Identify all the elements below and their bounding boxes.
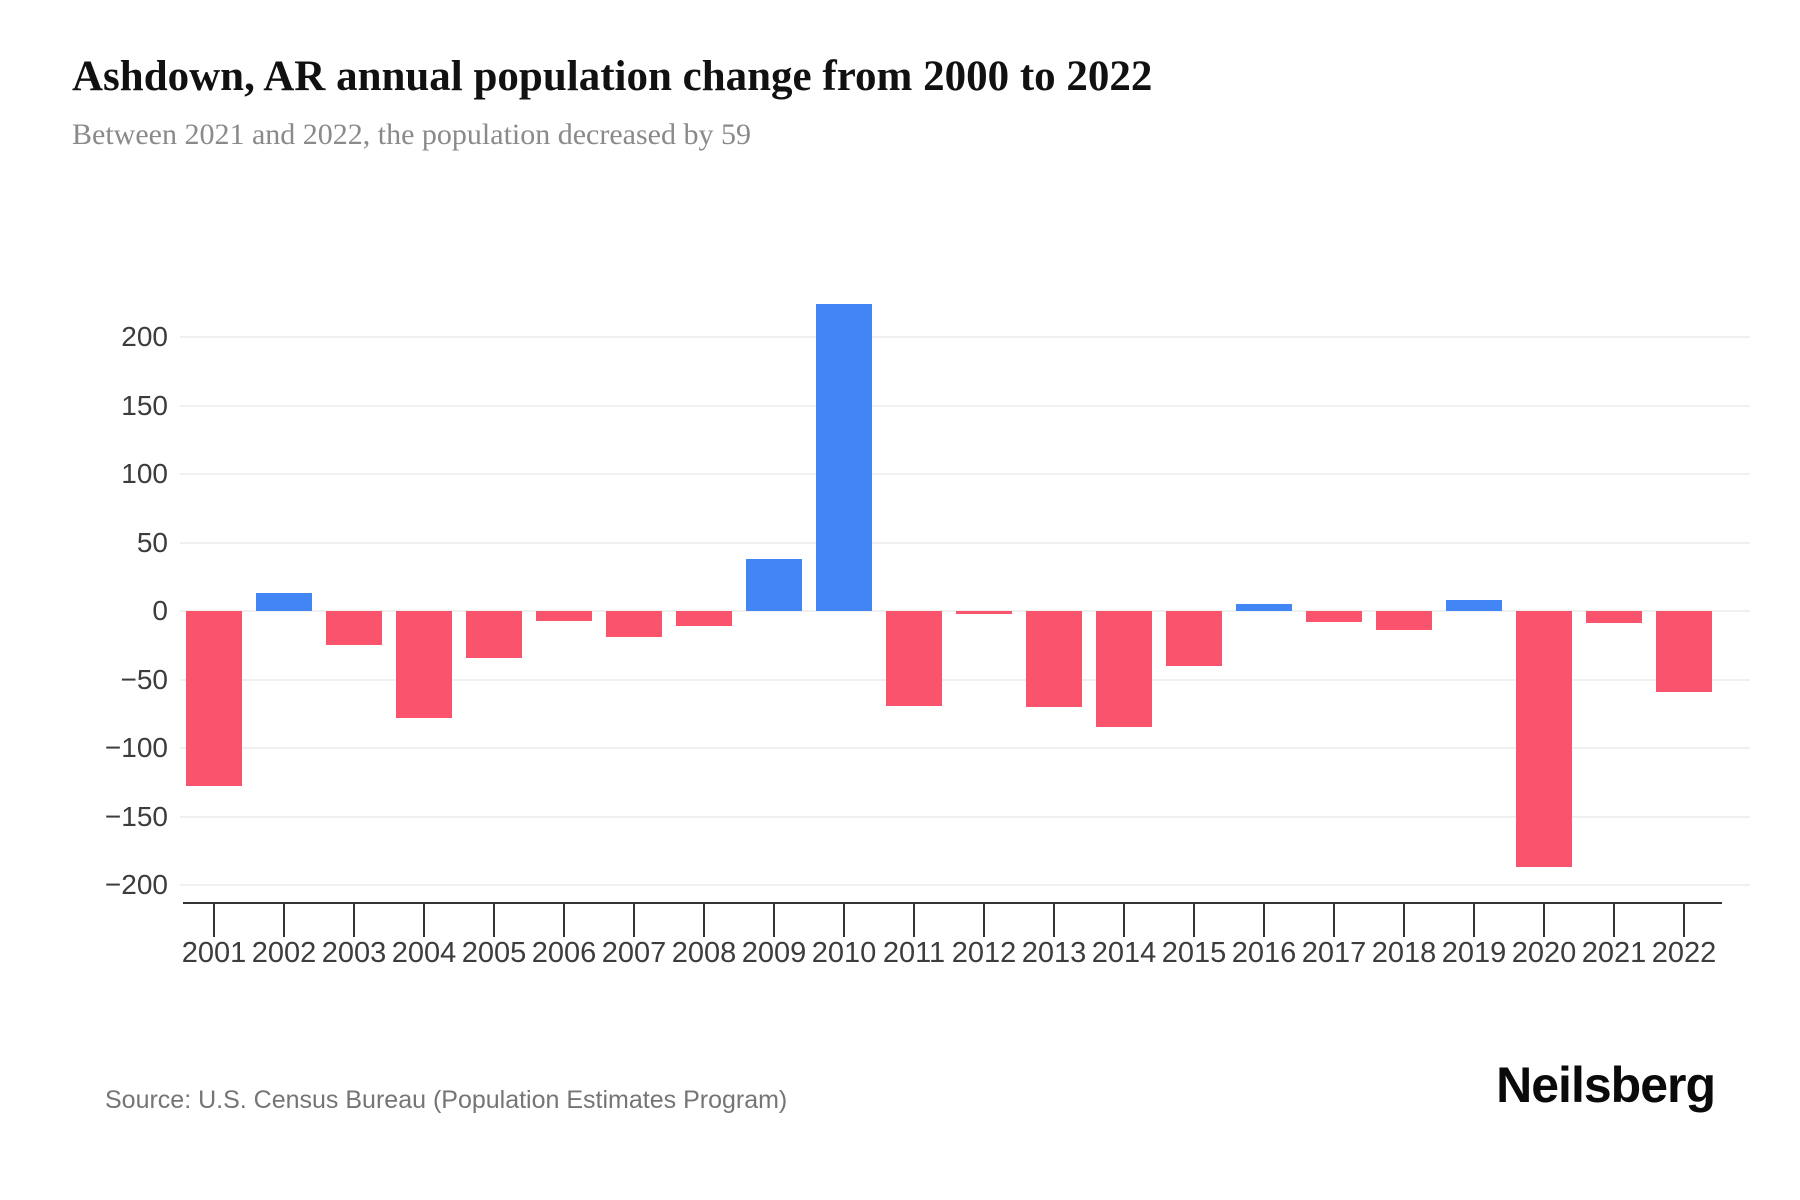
bar-2007[interactable] [606,611,662,638]
y-axis-label: −200 [104,869,168,900]
x-axis-tick [1543,904,1545,937]
y-axis-label: −50 [120,663,169,695]
x-axis-label: 2013 [1021,937,1087,969]
x-axis-tick [1263,904,1265,937]
source-note: Source: U.S. Census Bureau (Population E… [105,1086,788,1114]
gridline-y-100 [180,473,1750,475]
bar-2017[interactable] [1306,611,1362,622]
x-axis-tick [913,904,915,937]
gridline-y-150 [180,404,1750,407]
bar-2006[interactable] [536,611,592,621]
bar-2016[interactable] [1236,604,1292,611]
chart-title: Ashdown, AR annual population change fro… [72,53,1153,100]
x-axis-tick [983,904,985,937]
bar-2013[interactable] [1026,611,1082,707]
x-axis-tick [353,904,355,937]
gridline-y--150 [180,815,1750,818]
gridline-y--200 [180,884,1750,886]
x-axis-tick [423,904,425,937]
bar-2005[interactable] [466,611,522,658]
y-axis-label: 0 [152,595,168,626]
bar-2008[interactable] [676,611,732,627]
bar-2009[interactable] [746,558,802,611]
chart-subtitle: Between 2021 and 2022, the population de… [72,118,751,151]
bar-2004[interactable] [396,611,452,718]
x-axis-tick [843,904,845,937]
x-axis-tick [1123,904,1125,937]
x-axis-tick [1403,904,1405,937]
x-axis-tick [773,904,775,937]
x-axis-label: 2020 [1511,937,1577,969]
x-axis-label: 2011 [882,937,946,969]
bar-2003[interactable] [326,611,382,646]
bar-2019[interactable] [1446,600,1502,611]
x-axis-label: 2008 [671,937,737,969]
x-axis-label: 2012 [951,937,1017,969]
x-axis-tick [1053,904,1055,937]
x-axis-label: 2017 [1301,937,1367,969]
x-axis-label: 2006 [531,937,597,969]
x-axis-line [183,902,1722,904]
x-axis-tick [283,904,285,937]
bar-2011[interactable] [886,611,942,706]
x-axis-tick [1193,904,1195,937]
x-axis-label: 2003 [321,937,387,969]
x-axis-label: 2014 [1091,937,1157,969]
y-axis-label: 200 [121,321,168,352]
x-axis-label: 2021 [1581,937,1647,969]
gridline-y--100 [180,747,1750,749]
bar-2021[interactable] [1586,611,1642,624]
x-axis-label: 2015 [1161,937,1227,969]
bar-2010[interactable] [816,304,872,611]
y-axis-label: 150 [121,389,168,421]
bar-2014[interactable] [1096,611,1152,728]
y-axis-label: −100 [104,732,168,763]
bar-2002[interactable] [256,593,312,611]
bar-2018[interactable] [1376,611,1432,631]
x-axis-tick [1473,904,1475,937]
x-axis-label: 2018 [1371,937,1437,969]
gridline-y-50 [180,541,1750,544]
x-axis-tick [493,904,495,937]
bar-2012[interactable] [956,611,1012,614]
y-axis-label: 50 [136,526,168,558]
x-axis-tick [1613,904,1615,937]
x-axis-label: 2001 [181,937,247,969]
gridline-y-200 [180,336,1750,338]
x-axis-label: 2005 [461,937,527,969]
bar-2022[interactable] [1656,611,1712,692]
x-axis-label: 2009 [741,937,807,969]
x-axis-tick [633,904,635,937]
x-axis-label: 2022 [1651,937,1717,969]
gridline-y--50 [180,678,1750,681]
y-axis-label: −150 [104,800,168,832]
neilsberg-logo: Neilsberg [1496,1057,1716,1113]
bar-2015[interactable] [1166,611,1222,666]
x-axis-label: 2007 [601,937,667,969]
y-axis-label: 100 [121,458,168,489]
bar-2001[interactable] [186,611,242,787]
x-axis-label: 2002 [251,937,317,969]
x-axis-label: 2016 [1231,937,1297,969]
plot-area: 200 150 100 50 0 −50 −100 −150 −200 2001 2002 2003 2… [104,304,1750,969]
x-axis-label: 2019 [1441,937,1507,969]
x-axis-tick [213,904,215,937]
x-axis-tick [1683,904,1685,937]
x-axis-tick [1333,904,1335,937]
x-axis-label: 2010 [811,937,877,969]
x-axis-tick [703,904,705,937]
x-axis-tick [563,904,565,937]
bar-2020[interactable] [1516,611,1572,868]
x-axis-label: 2004 [391,937,457,969]
